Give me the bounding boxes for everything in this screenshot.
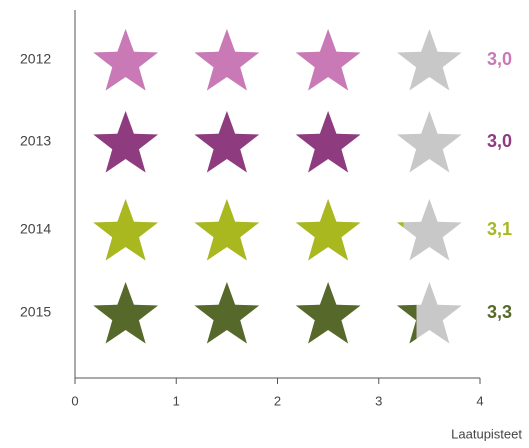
filled-star [295,282,361,344]
value-label: 3,0 [487,131,512,151]
filled-star [93,29,158,91]
y-tick-label: 2015 [20,304,51,320]
y-tick-label: 2013 [20,133,51,149]
x-tick-label: 0 [71,393,78,408]
value-label: 3,3 [487,302,512,322]
value-label: 3,1 [487,219,512,239]
filled-star [194,199,260,261]
filled-star [93,282,158,344]
empty-star [397,29,462,91]
filled-star [295,29,361,91]
x-tick-label: 2 [274,393,281,408]
value-label: 3,0 [487,49,512,69]
empty-star [397,111,462,173]
x-axis-label: Laatupisteet [451,426,522,441]
filled-star [194,111,260,173]
y-tick-label: 2012 [20,51,51,67]
x-tick-label: 1 [173,393,180,408]
filled-star [397,222,404,228]
empty-star [397,282,462,344]
filled-star [194,29,260,91]
x-tick-label: 3 [375,393,382,408]
filled-star [93,199,158,261]
filled-star [397,304,417,344]
filled-star [194,282,260,344]
x-tick-label: 4 [476,393,483,408]
y-tick-label: 2014 [20,221,51,237]
filled-star [295,111,361,173]
filled-star [295,199,361,261]
filled-star [93,111,158,173]
empty-star [397,199,462,261]
